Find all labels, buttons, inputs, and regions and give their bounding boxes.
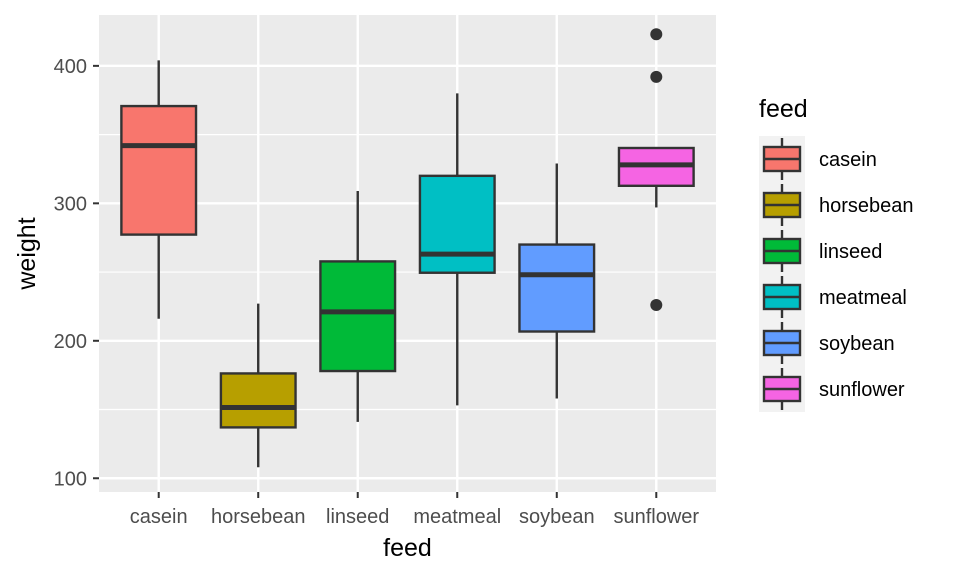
grid-minor xyxy=(99,133,716,411)
box-iqr xyxy=(418,174,496,274)
legend-item-sunflower: sunflower xyxy=(762,368,905,410)
box-horsebean xyxy=(219,303,297,468)
legend-item-casein: casein xyxy=(762,138,877,180)
box-linseed xyxy=(319,190,397,422)
box-iqr xyxy=(518,243,596,333)
boxes xyxy=(120,28,695,468)
box-casein xyxy=(120,60,198,319)
legend-label: linseed xyxy=(819,241,882,263)
legend-items: casein horsebean linseed meatmeal soybean sun… xyxy=(762,138,914,410)
box-iqr xyxy=(319,260,397,373)
x-tick-label: casein xyxy=(130,506,188,528)
outlier-point xyxy=(650,70,663,83)
legend-label: meatmeal xyxy=(819,287,907,309)
legend-label: sunflower xyxy=(819,379,905,401)
legend-label: soybean xyxy=(819,333,895,355)
box-iqr xyxy=(219,372,297,429)
legend-key-background xyxy=(759,136,805,412)
outlier-point xyxy=(650,28,663,41)
x-tick-label: linseed xyxy=(326,506,389,528)
x-axis: casein horsebean linseed meatmeal soybean sun… xyxy=(130,492,699,528)
legend-label: casein xyxy=(819,149,877,171)
box-sunflower xyxy=(617,28,695,312)
y-tick-label: 300 xyxy=(54,193,87,215)
x-tick-label: meatmeal xyxy=(413,506,501,528)
legend-title: feed xyxy=(759,95,808,123)
box-meatmeal xyxy=(418,93,496,406)
legend-item-horsebean: horsebean xyxy=(762,184,914,226)
legend-item-meatmeal: meatmeal xyxy=(762,276,907,318)
x-tick-label: sunflower xyxy=(613,506,699,528)
y-tick-label: 400 xyxy=(54,56,87,78)
x-tick-label: horsebean xyxy=(211,506,306,528)
legend: feed casein horsebean linseed meatmeal soybe… xyxy=(759,95,914,412)
y-tick-label: 100 xyxy=(54,468,87,490)
legend-item-linseed: linseed xyxy=(762,230,882,272)
x-tick-label: soybean xyxy=(519,506,595,528)
box-soybean xyxy=(518,163,596,399)
outlier-point xyxy=(650,299,663,312)
x-axis-title: feed xyxy=(383,534,432,562)
y-tick-label: 200 xyxy=(54,331,87,353)
y-axis: 100 200 300 400 xyxy=(54,56,99,490)
y-axis-title: weight xyxy=(13,217,41,290)
legend-label: horsebean xyxy=(819,195,914,217)
plot-panel xyxy=(99,15,716,492)
box-iqr xyxy=(120,104,198,236)
legend-item-soybean: soybean xyxy=(762,322,895,364)
